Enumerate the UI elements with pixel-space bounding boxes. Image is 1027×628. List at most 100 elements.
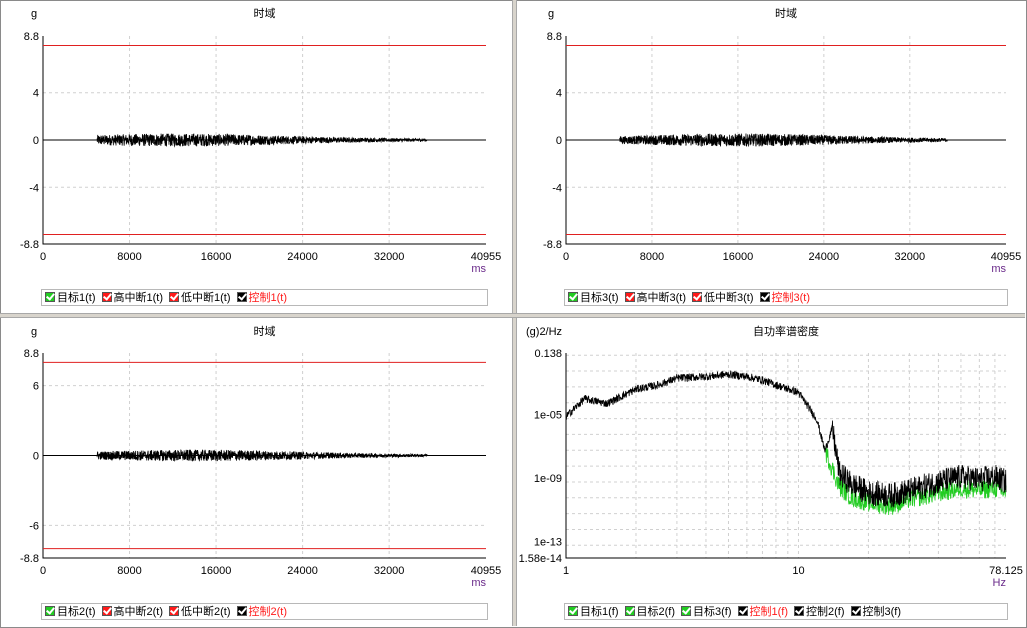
chart-svg-p2[interactable]: 时域 g ms 0 8000 16000 24000 32000 40955 8.8 4 0 -4 -8.… [518,1,1025,313]
legend-label: 高中断1(t) [113,292,164,304]
x-tick-label: 10 [792,565,804,577]
axes [565,36,1006,245]
horizontal-splitter[interactable] [0,313,1025,318]
checkbox-icon[interactable] [794,606,804,616]
y-tick-label: 0.138 [534,348,562,360]
legend-item[interactable]: 目标1(t) [45,290,96,307]
checkbox-icon[interactable] [624,292,635,302]
checkbox-icon[interactable] [236,292,247,302]
legend-item[interactable]: 控制2(t) [236,604,288,621]
legend-label: 目标2(t) [57,606,96,618]
legend: 目标3(t) 高中断3(t) 低中断3(t) 控制3(t) [564,289,1008,306]
legend-item[interactable]: 高中断2(t) [101,604,164,621]
legend-item[interactable]: 低中断3(t) [692,290,754,307]
checkbox-icon[interactable] [568,606,578,616]
x-tick-label: 8000 [640,251,664,263]
x-tick-label: 1 [563,565,569,577]
legend-label: 低中断1(t) [181,292,231,304]
y-tick-label: -4 [552,182,562,194]
legend-item[interactable]: 控制2(f) [794,604,845,621]
axes [565,353,1006,559]
y-axis-unit: g [31,326,37,338]
legend-label: 控制2(t) [248,606,288,618]
checkbox-icon[interactable] [681,606,691,616]
legend-label: 目标1(f) [580,606,619,618]
x-tick-label: 16000 [723,251,754,263]
y-tick-label: 8.8 [24,348,39,360]
checkbox-icon[interactable] [850,606,861,616]
x-tick-label: 40955 [471,251,502,263]
y-tick-label: -8.8 [20,553,39,565]
legend-item[interactable]: 目标3(t) [568,290,619,307]
checkbox-icon[interactable] [692,292,702,302]
legend-item[interactable]: 控制1(t) [236,290,288,307]
legend-label: 控制1(t) [248,292,288,304]
checkbox-icon[interactable] [759,292,770,302]
chart-svg-p4[interactable]: 自功率谱密度 (g)2/Hz Hz 1 10 78.125 0.138 1e-05 1e-09 1… [518,319,1025,626]
legend-item[interactable]: 低中断1(t) [169,290,231,307]
legend-item[interactable]: 目标3(f) [681,604,732,621]
checkbox-icon[interactable] [737,606,748,616]
legend-item[interactable]: 目标2(f) [624,604,676,621]
series-3-line [96,133,428,148]
x-axis-unit: ms [471,577,486,589]
chart-panel-p1: 时域 g ms 0 8000 16000 24000 32000 40955 8.8 4 0 -4 -8.… [1,1,512,313]
chart-svg-p3[interactable]: 时域 g ms 0 8000 16000 24000 32000 40955 8.8 6 0 -6 -8.… [1,319,512,626]
chart-svg-p1[interactable]: 时域 g ms 0 8000 16000 24000 32000 40955 8.8 4 0 -4 -8.… [1,1,512,313]
checkbox-icon[interactable] [101,292,112,302]
y-tick-label: 8.8 [24,31,39,43]
x-tick-label: 0 [563,251,569,263]
chart-title: 时域 [254,325,276,338]
legend-item[interactable]: 目标1(f) [568,604,619,621]
legend-item[interactable]: 控制1(f) [737,604,789,621]
legend-label: 控制1(f) [749,606,789,618]
y-tick-label: -4 [29,182,39,194]
legend: 目标1(f) 目标2(f) 目标3(f) 控制1(f) 控制2(f) 控制3(f) [564,603,1008,620]
legend-label: 目标3(f) [693,606,732,618]
y-axis-unit: g [31,8,37,20]
y-axis-unit: g [548,8,554,20]
legend-item[interactable]: 控制3(f) [850,604,901,621]
checkbox-icon[interactable] [236,606,247,616]
legend-label: 低中断3(t) [704,292,754,304]
y-tick-label: 1.58e-14 [519,553,562,565]
axes [42,353,486,559]
x-tick-label: 0 [40,565,46,577]
y-tick-label: 1e-05 [534,410,562,422]
x-tick-label: 0 [40,251,46,263]
checkbox-icon[interactable] [624,606,635,616]
y-tick-label: 1e-09 [534,473,562,485]
legend-label: 目标1(t) [57,292,96,304]
y-tick-label: 1e-13 [534,536,562,548]
legend-label: 目标2(f) [636,606,676,618]
x-tick-label: 8000 [117,565,141,577]
legend-item[interactable]: 低中断2(t) [169,604,231,621]
x-tick-label: 40955 [471,565,502,577]
axes [42,36,486,245]
legend-label: 高中断2(t) [113,606,164,618]
legend-item[interactable]: 控制3(t) [759,290,810,307]
y-tick-label: 0 [556,135,562,147]
legend: 目标2(t) 高中断2(t) 低中断2(t) 控制2(t) [41,603,488,620]
x-tick-label: 32000 [894,251,925,263]
chart-panel-p3: 时域 g ms 0 8000 16000 24000 32000 40955 8.8 6 0 -6 -8.… [1,319,512,626]
checkbox-icon[interactable] [568,292,578,302]
legend-item[interactable]: 高中断3(t) [624,290,686,307]
y-tick-label: -6 [29,520,39,532]
legend-item[interactable]: 高中断1(t) [101,290,164,307]
x-tick-label: 40955 [991,251,1022,263]
x-tick-label: 8000 [117,251,141,263]
checkbox-icon[interactable] [45,606,55,616]
series-0-line [565,370,1007,508]
x-tick-label: 78.125 [989,565,1023,577]
checkbox-icon[interactable] [169,292,179,302]
checkbox-icon[interactable] [101,606,112,616]
y-tick-label: 0 [33,451,39,463]
checkbox-icon[interactable] [45,292,55,302]
x-tick-label: 24000 [809,251,840,263]
checkbox-icon[interactable] [169,606,179,616]
chart-title: 时域 [254,7,276,20]
legend: 目标1(t) 高中断1(t) 低中断1(t) 控制1(t) [41,289,488,306]
legend-item[interactable]: 目标2(t) [45,604,96,621]
y-tick-label: 6 [33,381,39,393]
